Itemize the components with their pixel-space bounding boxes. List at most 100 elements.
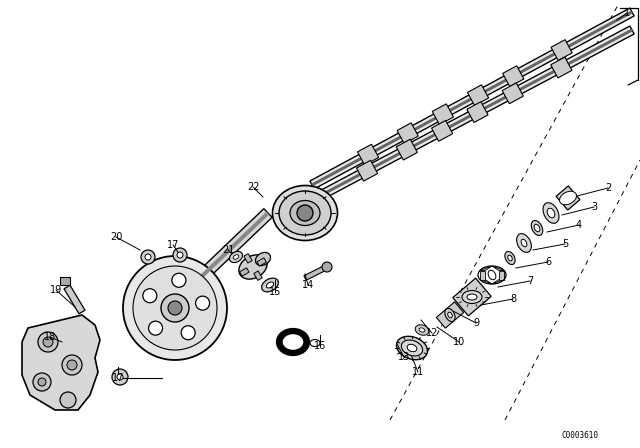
Text: 8: 8 <box>510 294 516 304</box>
Text: 19: 19 <box>50 285 62 295</box>
Polygon shape <box>239 268 249 276</box>
Circle shape <box>62 355 82 375</box>
Ellipse shape <box>508 255 512 261</box>
Text: 12: 12 <box>426 328 438 338</box>
Text: 11: 11 <box>412 367 424 377</box>
Ellipse shape <box>239 255 267 279</box>
Text: 2: 2 <box>605 183 611 193</box>
Ellipse shape <box>543 202 559 223</box>
Circle shape <box>172 273 186 287</box>
Polygon shape <box>551 39 572 60</box>
Text: 18: 18 <box>44 332 56 342</box>
Polygon shape <box>492 266 504 271</box>
Ellipse shape <box>282 333 304 350</box>
Ellipse shape <box>534 224 540 232</box>
Circle shape <box>112 369 128 385</box>
Text: 4: 4 <box>576 220 582 230</box>
Polygon shape <box>310 26 634 204</box>
Polygon shape <box>502 83 524 104</box>
Ellipse shape <box>448 312 452 318</box>
Text: 20: 20 <box>110 232 122 242</box>
Ellipse shape <box>559 191 577 205</box>
Polygon shape <box>196 209 272 282</box>
Polygon shape <box>452 278 492 316</box>
Polygon shape <box>492 280 504 284</box>
Text: 16: 16 <box>314 341 326 351</box>
Circle shape <box>38 378 46 386</box>
Polygon shape <box>480 280 492 284</box>
Circle shape <box>177 252 183 258</box>
Ellipse shape <box>233 255 239 259</box>
Polygon shape <box>396 139 417 160</box>
Polygon shape <box>311 11 633 186</box>
Circle shape <box>133 266 217 350</box>
Circle shape <box>322 262 332 272</box>
Ellipse shape <box>488 270 496 280</box>
Ellipse shape <box>401 340 422 356</box>
Text: 3: 3 <box>591 202 597 212</box>
Ellipse shape <box>505 251 515 265</box>
Text: 9: 9 <box>473 318 479 328</box>
Ellipse shape <box>310 340 320 346</box>
Ellipse shape <box>415 325 429 335</box>
Circle shape <box>33 373 51 391</box>
Circle shape <box>143 289 157 303</box>
Ellipse shape <box>467 294 477 300</box>
Ellipse shape <box>266 282 274 288</box>
Ellipse shape <box>445 308 455 322</box>
Ellipse shape <box>419 328 425 332</box>
Ellipse shape <box>262 278 278 292</box>
Circle shape <box>67 360 77 370</box>
Ellipse shape <box>397 336 428 360</box>
Polygon shape <box>397 123 419 144</box>
Text: 17: 17 <box>112 373 124 383</box>
Circle shape <box>123 256 227 360</box>
Polygon shape <box>499 271 504 280</box>
Text: 5: 5 <box>562 239 568 249</box>
Text: 6: 6 <box>545 257 551 267</box>
Ellipse shape <box>516 233 531 252</box>
Text: 13: 13 <box>398 352 410 362</box>
Polygon shape <box>551 57 572 78</box>
Polygon shape <box>304 266 326 280</box>
Polygon shape <box>358 144 379 165</box>
Ellipse shape <box>255 252 271 266</box>
Text: 14: 14 <box>302 280 314 290</box>
Circle shape <box>60 392 76 408</box>
Ellipse shape <box>290 201 320 225</box>
Bar <box>60 277 70 285</box>
Polygon shape <box>310 8 634 189</box>
Polygon shape <box>480 266 492 271</box>
Circle shape <box>173 248 187 262</box>
Ellipse shape <box>462 290 482 303</box>
Ellipse shape <box>547 208 555 218</box>
Text: 7: 7 <box>527 276 533 286</box>
Polygon shape <box>244 254 252 263</box>
Polygon shape <box>432 104 454 125</box>
Polygon shape <box>556 186 580 210</box>
Circle shape <box>145 254 151 260</box>
Ellipse shape <box>279 331 307 353</box>
Ellipse shape <box>230 251 243 263</box>
Polygon shape <box>431 121 452 141</box>
Polygon shape <box>198 211 269 280</box>
Polygon shape <box>254 271 262 280</box>
Polygon shape <box>480 271 485 280</box>
Ellipse shape <box>279 191 331 235</box>
Text: 21: 21 <box>222 245 234 255</box>
Text: 1: 1 <box>624 8 630 18</box>
Polygon shape <box>502 66 524 86</box>
Polygon shape <box>64 285 85 314</box>
Polygon shape <box>467 102 488 122</box>
Polygon shape <box>311 29 633 201</box>
Text: 15: 15 <box>269 287 281 297</box>
Ellipse shape <box>407 345 417 352</box>
Circle shape <box>161 294 189 322</box>
Text: C0003610: C0003610 <box>561 431 598 439</box>
Ellipse shape <box>273 185 337 241</box>
Polygon shape <box>257 258 266 266</box>
Ellipse shape <box>521 239 527 247</box>
Circle shape <box>117 374 123 380</box>
Circle shape <box>181 326 195 340</box>
Polygon shape <box>22 315 100 410</box>
